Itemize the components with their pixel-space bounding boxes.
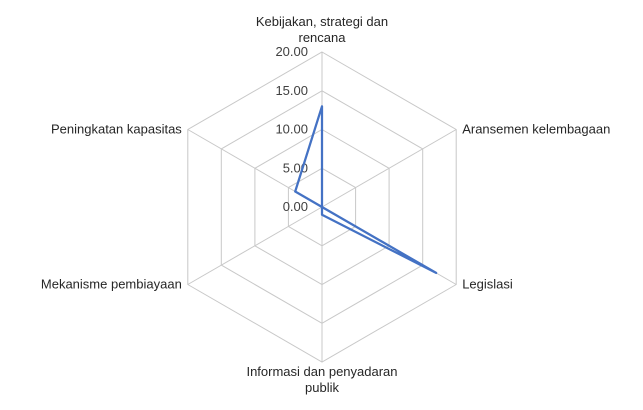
axis-spoke-1 — [321, 129, 457, 208]
series-line-0 — [294, 105, 438, 275]
category-labels: Kebijakan, strategi dan rencana Aransemen … — [41, 14, 610, 395]
tick-label: 10.00 — [275, 122, 308, 137]
tick-label: 0.00 — [283, 199, 308, 214]
category-label: Mekanisme pembiayaan — [41, 277, 182, 292]
axis-spoke-4 — [187, 206, 323, 285]
tick-label: 15.00 — [275, 83, 308, 98]
tick-label: 20.00 — [275, 44, 308, 59]
series-layer — [294, 105, 438, 275]
category-label: Informasi dan penyadaran publik — [246, 364, 397, 395]
category-label: Aransemen kelembagaan — [462, 122, 610, 137]
category-label: Kebijakan, strategi dan rencana — [256, 14, 388, 45]
category-label: Legislasi — [462, 277, 513, 292]
category-label: Peningkatan kapasitas — [51, 122, 182, 137]
